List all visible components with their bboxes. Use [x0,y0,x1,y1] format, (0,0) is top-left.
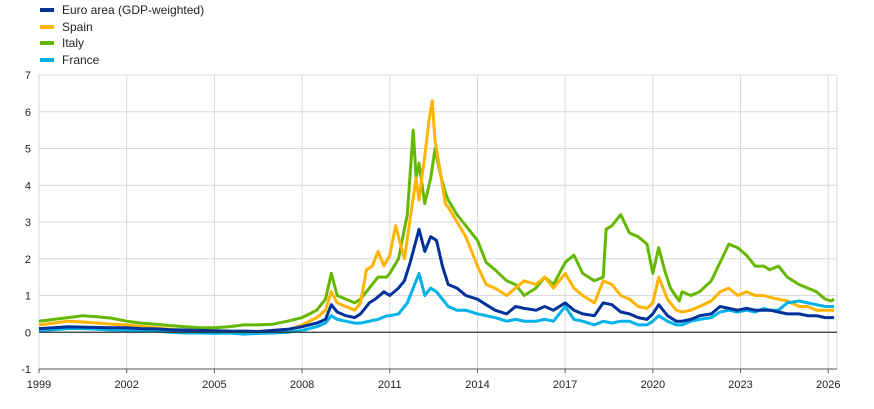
legend-item: Spain [40,19,204,36]
legend-swatch [40,24,54,29]
y-tick-label: 3 [25,217,31,229]
x-tick-label: 1999 [27,379,51,391]
axes: -1 0 1 2 3 4 5 6 7 1999 2002 2005 2008 2011 2014 2017 20… [21,70,840,391]
x-tick-label: 2014 [465,379,489,391]
legend-swatch [40,57,54,62]
legend-swatch [40,41,54,46]
legend-item: Euro area (GDP-weighted) [40,2,204,19]
legend-label: Euro area (GDP-weighted) [62,3,205,18]
legend-label: Italy [62,36,85,51]
legend-swatch [40,8,54,13]
x-tick-label: 2020 [641,379,665,391]
y-tick-label: 2 [25,254,31,266]
series-line-italy [38,128,835,330]
y-tick-label: 1 [25,291,31,303]
y-tick-label: 0 [25,327,31,339]
legend: Euro area (GDP-weighted) Spain Italy France [40,2,204,68]
y-tick-label: 7 [25,70,31,82]
series-line-spain [38,99,835,336]
y-tick-label: -1 [21,364,31,376]
legend-item: Italy [40,35,204,52]
series-line-france [38,271,835,336]
series-layer [38,99,835,336]
x-tick-label: 2011 [378,379,402,391]
x-tick-label: 2005 [202,379,226,391]
x-tick-label: 2026 [816,379,840,391]
y-tick-label: 5 [25,144,31,156]
legend-label: France [62,52,100,67]
series-line-euro-area-gdp-weighted [38,227,835,333]
x-tick-label: 2002 [114,379,138,391]
x-tick-label: 2023 [728,379,752,391]
legend-item: France [40,52,204,69]
legend-label: Spain [62,19,93,34]
grid [38,74,838,370]
x-tick-label: 2008 [290,379,314,391]
y-tick-label: 4 [25,180,31,192]
x-tick-label: 2017 [553,379,577,391]
y-tick-label: 6 [25,107,31,119]
